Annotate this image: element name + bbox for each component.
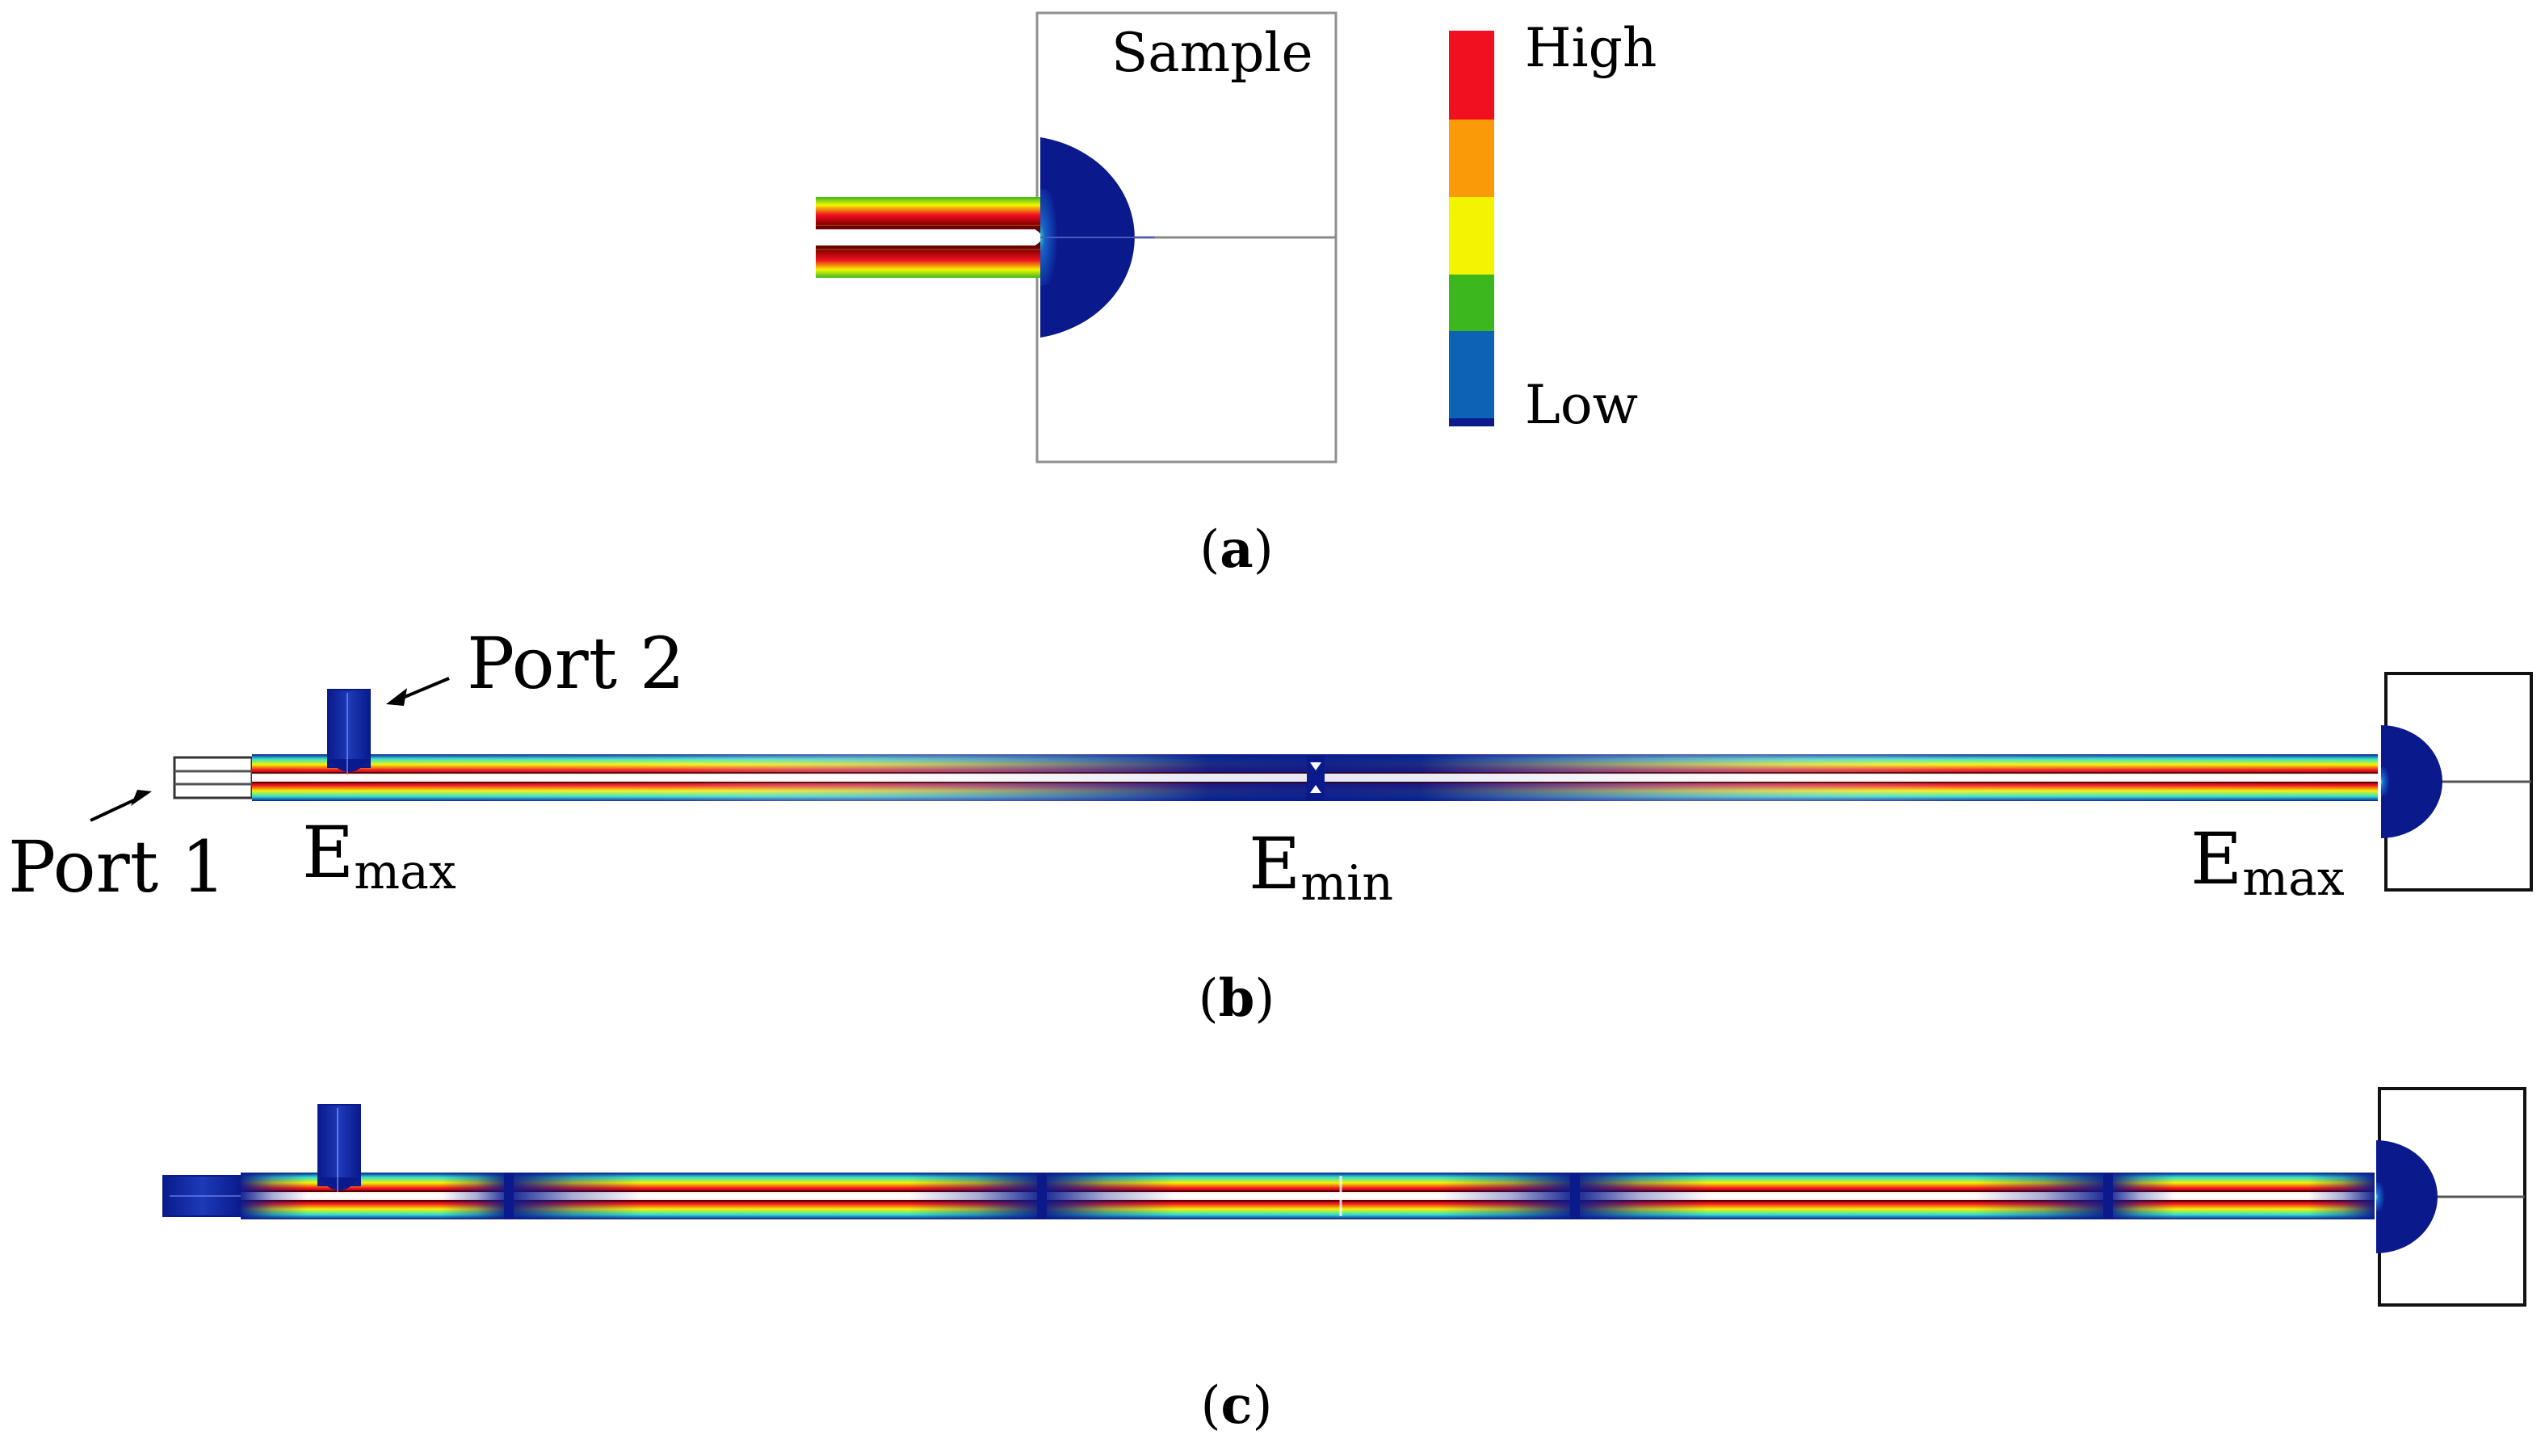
port2-stub <box>327 689 371 768</box>
legend-high-label: High <box>1525 17 1657 79</box>
coax-inner-conductor <box>816 228 1044 247</box>
port2-label: Port 2 <box>467 622 685 705</box>
port1-connector <box>173 756 254 799</box>
port2-stub-c <box>317 1104 361 1186</box>
panel-c: (c) <box>162 1087 2526 1436</box>
caption-b: (b) <box>1199 968 1275 1029</box>
sample-field-b <box>2381 725 2442 838</box>
port2-arrow <box>386 677 450 706</box>
legend-green <box>1449 275 1494 331</box>
legend-red <box>1449 31 1494 120</box>
sample-label: Sample <box>1111 22 1313 84</box>
port1-label: Port 1 <box>8 825 226 908</box>
emax-right-label: Emax <box>2190 817 2345 907</box>
legend-orange <box>1449 120 1494 197</box>
color-legend: High Low <box>1449 17 1657 436</box>
caption-c: (c) <box>1201 1375 1273 1436</box>
caption-a: (a) <box>1199 519 1273 580</box>
port1-arrow <box>90 790 152 822</box>
panel-b: Port 2 Port 1 Emax Emin Emax (b) <box>8 622 2533 1029</box>
legend-low-label: Low <box>1525 374 1638 436</box>
emax-left-label: Emax <box>302 811 456 900</box>
panel-a: Sample High Low (a) <box>816 11 1657 580</box>
sample-field-c <box>2376 1140 2438 1253</box>
legend-blue <box>1449 331 1494 425</box>
legend-yellow <box>1449 197 1494 275</box>
emin-label: Emin <box>1249 822 1393 912</box>
